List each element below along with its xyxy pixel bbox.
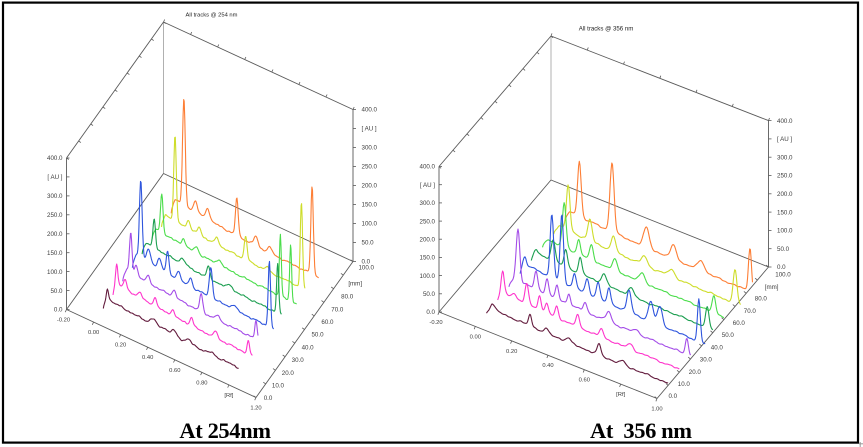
svg-text:80.0: 80.0 — [341, 294, 354, 301]
svg-text:40.0: 40.0 — [302, 344, 315, 351]
svg-text:0.60: 0.60 — [169, 368, 180, 374]
svg-text:30.0: 30.0 — [700, 357, 713, 364]
svg-text:50.0: 50.0 — [777, 246, 790, 253]
svg-text:250.0: 250.0 — [47, 212, 63, 219]
svg-text:300.0: 300.0 — [47, 193, 63, 200]
svg-text:30.0: 30.0 — [292, 357, 305, 364]
svg-text:400.0: 400.0 — [362, 107, 378, 114]
svg-text:10.0: 10.0 — [272, 383, 285, 390]
svg-text:-0.20: -0.20 — [57, 318, 70, 324]
svg-text:50.0: 50.0 — [311, 332, 324, 339]
svg-text:400.0: 400.0 — [420, 164, 436, 171]
svg-text:At 254nm: At 254nm — [179, 418, 271, 443]
svg-text:0.00: 0.00 — [470, 334, 481, 340]
svg-text:100.0: 100.0 — [47, 269, 63, 276]
svg-text:150.0: 150.0 — [420, 255, 436, 262]
svg-text:[Rf]: [Rf] — [616, 392, 625, 398]
svg-text:1.00: 1.00 — [651, 407, 662, 413]
svg-text:150.0: 150.0 — [362, 202, 378, 209]
svg-text:0.60: 0.60 — [579, 378, 590, 384]
svg-text:0.0: 0.0 — [668, 393, 677, 400]
svg-text:[Rf]: [Rf] — [224, 393, 233, 399]
svg-text:200.0: 200.0 — [47, 231, 63, 238]
svg-text:50.0: 50.0 — [362, 240, 375, 247]
svg-text:1.20: 1.20 — [250, 406, 261, 412]
svg-text:0.0: 0.0 — [426, 309, 435, 316]
svg-text:-0.20: -0.20 — [429, 320, 442, 326]
svg-text:0.40: 0.40 — [142, 355, 153, 361]
svg-text:50.0: 50.0 — [423, 291, 436, 298]
svg-text:100.0: 100.0 — [775, 271, 791, 278]
svg-text:200.0: 200.0 — [420, 236, 436, 243]
svg-text:0.40: 0.40 — [542, 363, 553, 369]
svg-text:20.0: 20.0 — [282, 370, 295, 377]
svg-text:0.20: 0.20 — [115, 343, 126, 349]
svg-text:100.0: 100.0 — [358, 265, 374, 272]
svg-text:0.0: 0.0 — [777, 264, 786, 271]
svg-text:All tracks @ 254 nm: All tracks @ 254 nm — [186, 13, 238, 19]
svg-text:20.0: 20.0 — [689, 369, 702, 376]
svg-text:100.0: 100.0 — [362, 221, 378, 228]
svg-text:50.0: 50.0 — [722, 332, 735, 339]
svg-text:300.0: 300.0 — [362, 145, 378, 152]
svg-text:100.0: 100.0 — [420, 273, 436, 280]
svg-text:250.0: 250.0 — [362, 164, 378, 171]
svg-text:60.0: 60.0 — [733, 320, 746, 327]
svg-text:[mm]: [mm] — [765, 284, 779, 291]
svg-text:0.80: 0.80 — [196, 380, 207, 386]
svg-text:70.0: 70.0 — [331, 306, 344, 313]
svg-text:All tracks @ 356 nm: All tracks @ 356 nm — [579, 26, 634, 33]
svg-text:[ AU ]: [ AU ] — [420, 182, 435, 189]
svg-text:200.0: 200.0 — [362, 183, 378, 190]
svg-text:80.0: 80.0 — [755, 296, 768, 303]
svg-text:0.20: 0.20 — [506, 349, 517, 355]
svg-text:70.0: 70.0 — [744, 308, 757, 315]
svg-text:150.0: 150.0 — [47, 250, 63, 257]
svg-text:0.0: 0.0 — [264, 395, 273, 402]
svg-text:250.0: 250.0 — [420, 218, 436, 225]
svg-text:300.0: 300.0 — [777, 154, 793, 161]
svg-text:[ AU ]: [ AU ] — [362, 126, 377, 133]
svg-text:400.0: 400.0 — [47, 155, 63, 162]
svg-text:50.0: 50.0 — [50, 288, 63, 295]
svg-text:10.0: 10.0 — [678, 381, 691, 388]
svg-text:250.0: 250.0 — [777, 173, 793, 180]
svg-text:40.0: 40.0 — [711, 344, 724, 351]
svg-text:At 356 nm: At 356 nm — [590, 418, 692, 443]
svg-text:200.0: 200.0 — [777, 191, 793, 198]
svg-text:0.0: 0.0 — [54, 307, 63, 314]
svg-text:100.0: 100.0 — [777, 228, 793, 235]
svg-text:[ AU ]: [ AU ] — [777, 136, 792, 143]
svg-text:[mm]: [mm] — [348, 281, 362, 288]
svg-text:300.0: 300.0 — [420, 200, 436, 207]
svg-text:0.00: 0.00 — [88, 330, 99, 336]
svg-text:60.0: 60.0 — [321, 319, 334, 326]
svg-text:150.0: 150.0 — [777, 209, 793, 216]
svg-text:0.0: 0.0 — [362, 259, 371, 266]
svg-text:[ AU ]: [ AU ] — [47, 174, 62, 181]
svg-text:400.0: 400.0 — [777, 118, 793, 125]
